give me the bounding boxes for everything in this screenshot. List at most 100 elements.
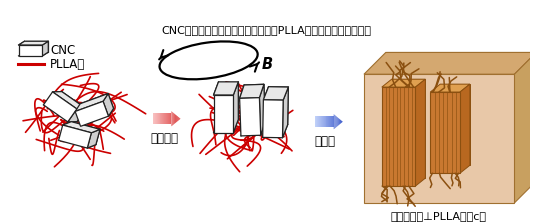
Bar <box>158 113 159 124</box>
Bar <box>323 116 324 127</box>
Text: CNC: CNC <box>50 44 76 57</box>
Polygon shape <box>67 122 100 145</box>
Bar <box>165 113 166 124</box>
Bar <box>164 113 165 124</box>
Polygon shape <box>176 115 177 123</box>
Bar <box>156 113 157 124</box>
Bar <box>333 116 334 127</box>
Polygon shape <box>364 74 514 203</box>
Text: B: B <box>262 57 273 72</box>
Polygon shape <box>68 109 86 122</box>
Polygon shape <box>514 52 533 203</box>
Polygon shape <box>430 84 470 92</box>
Polygon shape <box>336 116 337 127</box>
Polygon shape <box>172 112 173 126</box>
Bar <box>160 113 161 124</box>
Polygon shape <box>282 87 288 138</box>
Polygon shape <box>214 82 238 95</box>
Polygon shape <box>53 92 86 122</box>
Polygon shape <box>214 95 233 133</box>
Polygon shape <box>364 52 533 74</box>
Polygon shape <box>75 101 109 126</box>
Polygon shape <box>338 118 339 126</box>
Text: PLLA鎖: PLLA鎖 <box>50 58 85 71</box>
Polygon shape <box>42 41 49 56</box>
Polygon shape <box>263 87 288 100</box>
Bar <box>330 116 331 127</box>
Polygon shape <box>63 122 100 133</box>
Polygon shape <box>80 94 114 119</box>
Polygon shape <box>178 116 179 121</box>
Polygon shape <box>386 52 533 181</box>
Bar <box>157 113 158 124</box>
Polygon shape <box>59 125 91 148</box>
Polygon shape <box>19 41 49 45</box>
Bar <box>166 113 167 124</box>
Polygon shape <box>337 117 338 126</box>
Polygon shape <box>342 121 343 122</box>
Bar <box>324 116 325 127</box>
Polygon shape <box>382 79 425 87</box>
Polygon shape <box>415 79 425 186</box>
Bar <box>171 113 172 124</box>
Text: CNCの磁場配向化により誘起されたPLLAの結晶配向のイメージ: CNCの磁場配向化により誘起されたPLLAの結晶配向のイメージ <box>161 25 371 35</box>
Bar <box>326 116 327 127</box>
Polygon shape <box>19 45 42 56</box>
Polygon shape <box>240 98 261 136</box>
Polygon shape <box>339 119 340 125</box>
Polygon shape <box>263 100 283 138</box>
Bar <box>168 113 169 124</box>
Polygon shape <box>341 120 342 123</box>
Bar <box>162 113 163 124</box>
Text: 結晶化: 結晶化 <box>315 135 336 148</box>
Polygon shape <box>392 79 425 178</box>
Bar <box>328 116 329 127</box>
Polygon shape <box>219 82 238 120</box>
Polygon shape <box>175 114 176 123</box>
Bar <box>155 113 156 124</box>
Polygon shape <box>75 94 108 112</box>
Bar <box>159 113 160 124</box>
Bar <box>316 116 317 127</box>
Polygon shape <box>179 117 180 120</box>
Bar <box>382 87 415 186</box>
Polygon shape <box>53 92 86 109</box>
Polygon shape <box>103 94 114 116</box>
Bar <box>154 113 155 124</box>
Polygon shape <box>268 87 288 125</box>
Text: フィルム面⊥PLLA結晶c軸: フィルム面⊥PLLA結晶c軸 <box>390 211 486 221</box>
Polygon shape <box>174 114 175 124</box>
Bar <box>318 116 319 127</box>
Bar <box>325 116 326 127</box>
Polygon shape <box>340 120 341 124</box>
Polygon shape <box>177 116 178 122</box>
Bar <box>163 113 164 124</box>
Polygon shape <box>260 84 265 135</box>
Bar <box>322 116 323 127</box>
Polygon shape <box>180 118 181 120</box>
Bar <box>161 113 162 124</box>
Bar <box>319 116 320 127</box>
Bar <box>317 116 318 127</box>
Bar <box>331 116 332 127</box>
Polygon shape <box>233 82 238 133</box>
Polygon shape <box>25 41 49 52</box>
Bar <box>332 116 333 127</box>
Bar <box>329 116 330 127</box>
Polygon shape <box>44 92 77 122</box>
Bar <box>321 116 322 127</box>
Bar <box>327 116 328 127</box>
Polygon shape <box>87 129 100 148</box>
Text: 磁場印加: 磁場印加 <box>150 132 178 145</box>
Bar <box>153 113 154 124</box>
Polygon shape <box>334 114 335 129</box>
Polygon shape <box>335 116 336 128</box>
Polygon shape <box>460 84 470 173</box>
Polygon shape <box>240 84 264 98</box>
Bar <box>320 116 321 127</box>
Polygon shape <box>173 113 174 125</box>
Bar <box>167 113 168 124</box>
Polygon shape <box>440 84 470 165</box>
Polygon shape <box>244 84 265 123</box>
Bar <box>430 92 460 173</box>
